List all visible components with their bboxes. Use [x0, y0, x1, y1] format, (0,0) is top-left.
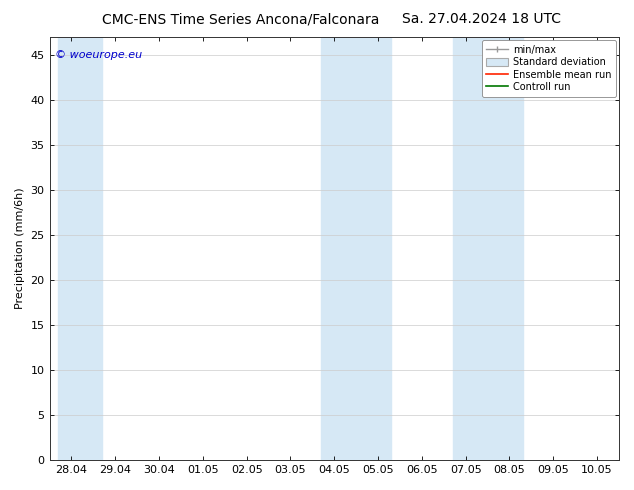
Bar — [58, 37, 102, 460]
Legend: min/max, Standard deviation, Ensemble mean run, Controll run: min/max, Standard deviation, Ensemble me… — [482, 40, 616, 97]
Text: Sa. 27.04.2024 18 UTC: Sa. 27.04.2024 18 UTC — [403, 12, 561, 26]
Text: © woeurope.eu: © woeurope.eu — [55, 50, 143, 60]
Y-axis label: Precipitation (mm/6h): Precipitation (mm/6h) — [15, 188, 25, 309]
Bar — [321, 37, 391, 460]
Bar — [453, 37, 522, 460]
Text: CMC-ENS Time Series Ancona/Falconara: CMC-ENS Time Series Ancona/Falconara — [102, 12, 380, 26]
